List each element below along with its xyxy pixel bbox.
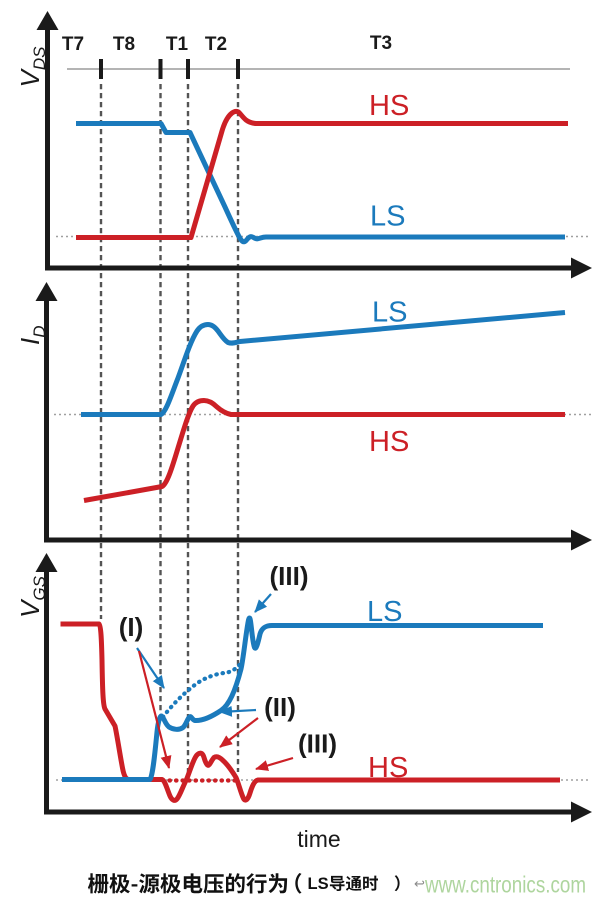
svg-text:T3: T3 <box>370 33 392 54</box>
svg-text:T8: T8 <box>113 34 135 55</box>
svg-text:LS: LS <box>367 596 402 628</box>
svg-text:LS: LS <box>308 875 329 893</box>
svg-text:T2: T2 <box>205 34 227 55</box>
svg-text:HS: HS <box>368 752 408 784</box>
svg-text:HS: HS <box>369 90 409 122</box>
svg-text:(III): (III) <box>270 561 309 591</box>
svg-text:HS: HS <box>369 426 409 458</box>
svg-text:(III): (III) <box>298 729 337 759</box>
svg-text:T1: T1 <box>166 34 189 55</box>
svg-text:(I): (I) <box>119 612 144 642</box>
svg-text:time: time <box>297 826 340 852</box>
svg-text:(II): (II) <box>264 692 296 722</box>
svg-text:LS: LS <box>370 201 405 233</box>
svg-text:T7: T7 <box>62 34 84 55</box>
svg-text:↩: ↩ <box>414 876 425 891</box>
svg-text:LS: LS <box>372 297 407 329</box>
svg-text:www.cntronics.com: www.cntronics.com <box>424 872 586 898</box>
